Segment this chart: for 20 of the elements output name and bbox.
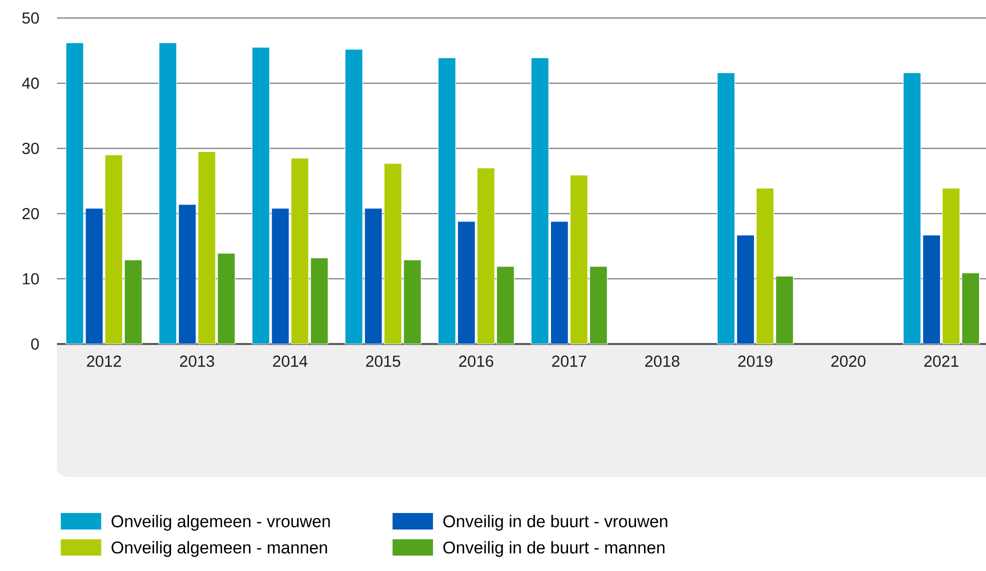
y-tick-label: 30 xyxy=(22,142,39,154)
legend-label: Onveilig in de buurt - mannen xyxy=(443,541,664,557)
x-tick-label: 2017 xyxy=(552,356,586,367)
legend-label: Onveilig algemeen - mannen xyxy=(112,541,327,557)
y-tick-label: 40 xyxy=(22,78,39,89)
x-tick-label: 2014 xyxy=(273,356,308,367)
legend-label: Onveilig in de buurt - vrouwen xyxy=(443,514,668,531)
x-tick-label: 2019 xyxy=(738,356,772,367)
x-tick-label: 2021 xyxy=(924,356,958,367)
y-tick-label: 20 xyxy=(22,208,39,220)
legend-label: Onveilig algemeen - vrouwen xyxy=(112,514,330,531)
x-tick-label: 2015 xyxy=(366,356,400,367)
x-tick-label: 2020 xyxy=(831,356,866,367)
x-tick-label: 2012 xyxy=(86,356,121,367)
x-tick-label: 2018 xyxy=(645,356,680,367)
x-tick-label: 2013 xyxy=(180,356,214,367)
y-tick-label: 50 xyxy=(22,12,39,24)
y-tick-label: 0 xyxy=(31,338,39,350)
x-tick-label: 2016 xyxy=(459,356,494,367)
y-tick-label: 10 xyxy=(22,273,39,284)
